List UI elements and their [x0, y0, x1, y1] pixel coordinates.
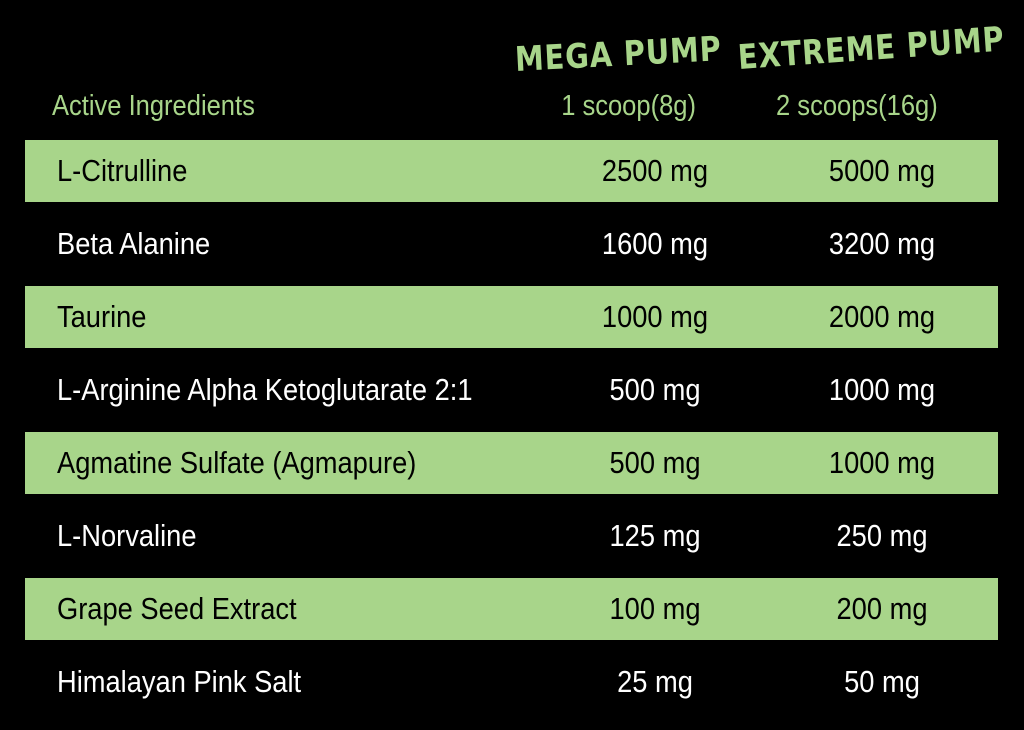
mega-pump-amount: 25 mg [617, 664, 693, 699]
table-row: L-Arginine Alpha Ketoglutarate 2:1 500 mg… [25, 359, 998, 421]
table-row: L-Citrulline 2500 mg 5000 mg [25, 140, 998, 202]
extreme-pump-amount: 50 mg [844, 664, 920, 699]
ingredient-name: Taurine [57, 299, 147, 334]
extreme-pump-amount: 5000 mg [828, 153, 936, 188]
table-row: Taurine 1000 mg 2000 mg [25, 286, 998, 348]
extreme-pump-amount: 3200 mg [828, 226, 936, 261]
ingredient-name: Himalayan Pink Salt [57, 664, 302, 699]
extreme-pump-title: EXTREME PUMP [736, 19, 1006, 78]
mega-pump-amount: 500 mg [609, 445, 701, 480]
mega-pump-amount: 500 mg [609, 372, 701, 407]
mega-pump-amount: 1600 mg [601, 226, 709, 261]
extreme-pump-amount: 200 mg [836, 591, 928, 626]
mega-pump-amount: 2500 mg [601, 153, 709, 188]
mega-pump-amount: 100 mg [609, 591, 701, 626]
mega-serving-header: 1 scoop(8g) [561, 90, 696, 122]
ingredient-name: Agmatine Sulfate (Agmapure) [57, 445, 417, 480]
active-ingredients-header: Active Ingredients [52, 90, 255, 122]
extreme-pump-amount: 1000 mg [828, 445, 936, 480]
mega-pump-title: MEGA PUMP [513, 29, 723, 80]
table-row: Beta Alanine 1600 mg 3200 mg [25, 213, 998, 275]
extreme-pump-amount: 250 mg [836, 518, 928, 553]
mega-pump-amount: 1000 mg [601, 299, 709, 334]
ingredient-name: L-Citrulline [57, 153, 188, 188]
extreme-pump-amount: 2000 mg [828, 299, 936, 334]
table-row: Grape Seed Extract 100 mg 200 mg [25, 578, 998, 640]
ingredient-name: L-Arginine Alpha Ketoglutarate 2:1 [57, 372, 473, 407]
table-row: Agmatine Sulfate (Agmapure) 500 mg 1000 mg [25, 432, 998, 494]
table-row: Himalayan Pink Salt 25 mg 50 mg [25, 651, 998, 713]
ingredient-name: L-Norvaline [57, 518, 197, 553]
mega-pump-amount: 125 mg [609, 518, 701, 553]
extreme-serving-header: 2 scoops(16g) [776, 90, 938, 122]
extreme-pump-amount: 1000 mg [828, 372, 936, 407]
ingredient-name: Beta Alanine [57, 226, 211, 261]
ingredient-name: Grape Seed Extract [57, 591, 297, 626]
table-row: L-Norvaline 125 mg 250 mg [25, 505, 998, 567]
